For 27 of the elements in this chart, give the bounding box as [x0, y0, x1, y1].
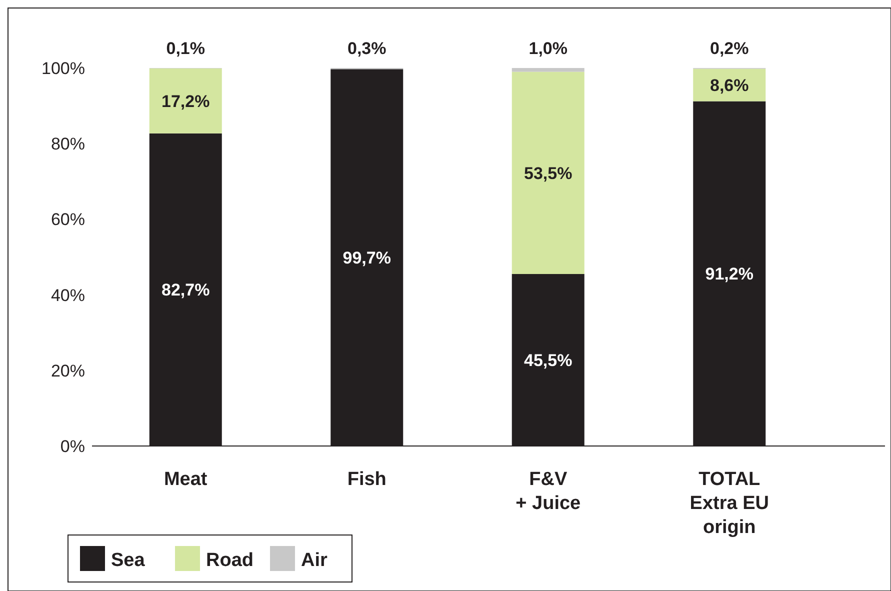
- y-tick-label: 60%: [50, 210, 85, 230]
- data-label: 0,2%: [710, 39, 749, 58]
- y-tick-label: 100%: [42, 59, 85, 78]
- x-tick-label: Fish: [347, 469, 386, 490]
- legend-label: Air: [301, 550, 328, 571]
- y-tick-label: 0%: [60, 437, 85, 456]
- data-label: 1,0%: [528, 39, 568, 58]
- y-tick-label: 80%: [50, 134, 85, 154]
- y-tick-label: 40%: [50, 286, 85, 305]
- data-label: 45,5%: [524, 351, 572, 370]
- bar: [149, 68, 222, 134]
- data-label: 99,7%: [342, 248, 391, 268]
- x-tick-label: Meat: [164, 469, 208, 490]
- data-label: 53,5%: [524, 164, 572, 183]
- data-label: 0,3%: [348, 39, 386, 58]
- x-tick-label: TOTAL Extra EU origin: [690, 469, 769, 538]
- data-label: 8,6%: [710, 76, 749, 96]
- data-label: 17,2%: [162, 92, 210, 111]
- legend-label: Road: [206, 550, 254, 571]
- legend-label: Sea: [111, 550, 146, 571]
- bar: [512, 68, 584, 72]
- data-label: 0,1%: [166, 39, 205, 58]
- y-tick-label: 20%: [50, 361, 85, 380]
- data-label: 91,2%: [705, 264, 754, 284]
- data-label: 82,7%: [162, 280, 210, 300]
- bar: [512, 72, 584, 274]
- x-tick-label: F&V + Juice: [516, 469, 581, 514]
